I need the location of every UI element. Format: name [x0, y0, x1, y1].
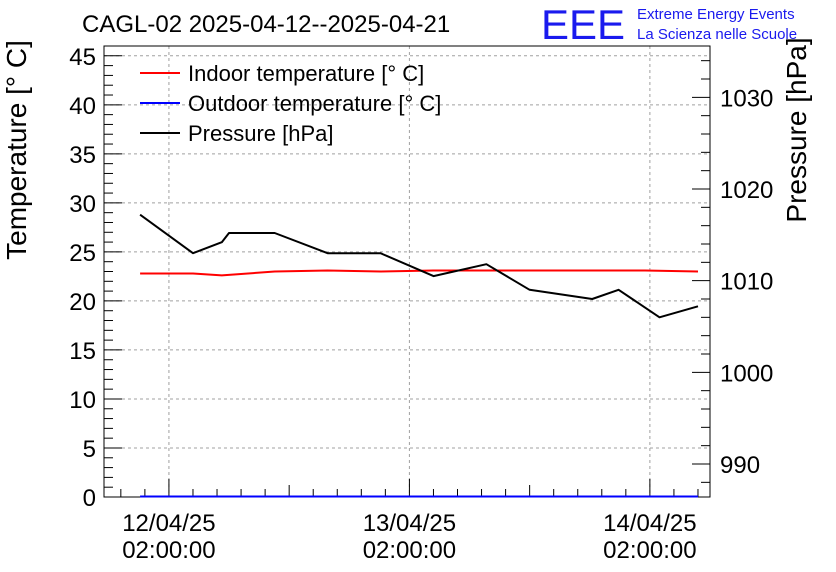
x-tick-label-time: 02:00:00: [603, 537, 696, 564]
y-tick-label: 40: [69, 93, 96, 120]
series-line-3: [139, 213, 699, 319]
grid-lines: [104, 46, 710, 497]
y-tick-label: 15: [69, 338, 96, 365]
series-lines: [139, 213, 699, 498]
eee-logo-line2: La Scienza nelle Scuole: [637, 26, 797, 43]
y-tick-label: 30: [69, 191, 96, 218]
axes: 0 5 10 15 20 25 30 35 40 45 990 1000 1010 1020 1030 12/…: [69, 44, 773, 564]
y-tick-label: 25: [69, 240, 96, 267]
y2-tick-label: 990: [720, 452, 760, 479]
y2-tick-label: 1020: [720, 177, 773, 204]
y-axis-label: Temperature [° C]: [1, 40, 32, 260]
x-tick-label-date: 14/04/25: [603, 510, 696, 537]
x-tick-label-date: 12/04/25: [122, 510, 215, 537]
legend-label-2: Outdoor temperature [° C]: [188, 91, 441, 116]
eee-logo: EEE Extreme Energy Events La Scienza nel…: [541, 1, 797, 48]
y2-tick-label: 1000: [720, 360, 773, 387]
y-tick-label: 0: [83, 485, 96, 512]
eee-logo-mark: EEE: [541, 1, 625, 48]
legend-label-1: Indoor temperature [° C]: [188, 61, 424, 86]
x-tick-label-time: 02:00:00: [363, 537, 456, 564]
chart-title: CAGL-02 2025-04-12--2025-04-21: [82, 11, 450, 38]
eee-logo-line1: Extreme Energy Events: [637, 6, 795, 23]
y2-tick-label: 1010: [720, 269, 773, 296]
series-line-1: [140, 269, 699, 277]
y2-tick-label: 1030: [720, 85, 773, 112]
legend-label-3: Pressure [hPa]: [188, 121, 334, 146]
x-tick-label-date: 13/04/25: [363, 510, 456, 537]
y-tick-label: 10: [69, 387, 96, 414]
y-tick-label: 45: [69, 44, 96, 71]
y-tick-label: 5: [83, 436, 96, 463]
y2-axis-label: Pressure [hPa]: [781, 37, 812, 222]
legend: Indoor temperature [° C] Outdoor temperat…: [140, 61, 441, 146]
y-tick-label: 20: [69, 289, 96, 316]
y-tick-label: 35: [69, 142, 96, 169]
x-tick-label-time: 02:00:00: [122, 537, 215, 564]
